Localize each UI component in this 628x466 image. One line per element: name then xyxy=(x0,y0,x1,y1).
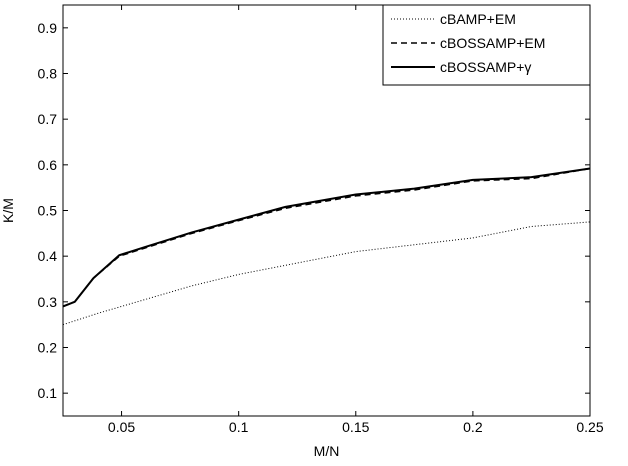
legend-label-2: cBOSSAMP+EM xyxy=(440,35,545,51)
x-tick-label: 0.25 xyxy=(576,419,603,435)
x-axis-label: M/N xyxy=(314,443,340,459)
legend-label-3: cBOSSAMP+γ xyxy=(440,59,531,75)
series-lines-layer xyxy=(62,167,591,326)
x-tick-label: 0.15 xyxy=(342,419,369,435)
legend: cBAMP+EM cBOSSAMP+EM cBOSSAMP+γ xyxy=(382,4,591,86)
y-tick-label: 0.4 xyxy=(38,248,58,264)
x-tick-label: 0.2 xyxy=(463,419,483,435)
series-line-1 xyxy=(62,221,591,326)
y-axis-label: K/M xyxy=(0,198,16,223)
y-tick-label: 0.2 xyxy=(38,340,58,356)
x-tick-label: 0.1 xyxy=(229,419,249,435)
legend-label-1: cBAMP+EM xyxy=(440,11,516,27)
series-line-3 xyxy=(62,167,591,308)
y-tick-label: 0.6 xyxy=(38,157,58,173)
y-tick-label: 0.9 xyxy=(38,20,58,36)
y-tick-label: 0.3 xyxy=(38,294,58,310)
y-tick-label: 0.1 xyxy=(38,385,58,401)
y-tick-label: 0.5 xyxy=(38,203,58,219)
axis-ticks-layer: 0.05 0.1 0.15 0.2 0.25 0.1 0.2 0.3 0.4 0.5 0.6 0.7 0… xyxy=(38,5,604,435)
legend-box xyxy=(382,4,591,86)
y-tick-label: 0.8 xyxy=(38,66,58,82)
x-tick-label: 0.05 xyxy=(108,419,135,435)
y-tick-label: 0.7 xyxy=(38,111,58,127)
